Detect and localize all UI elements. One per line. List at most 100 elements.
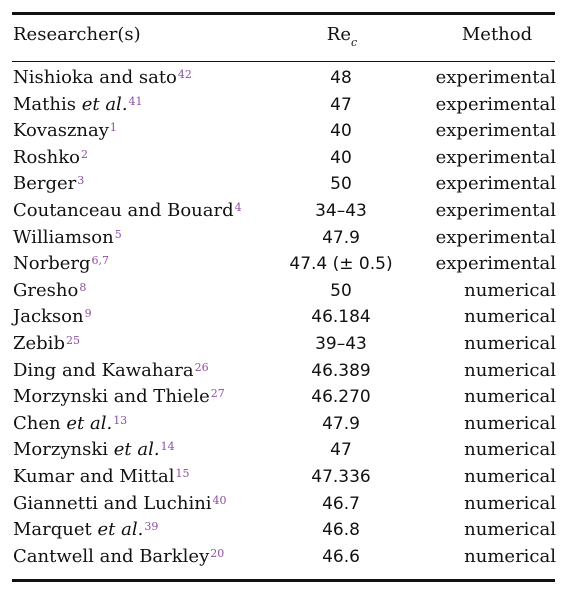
header-method: Method <box>461 24 533 45</box>
table-row: Chen et al.13 47.9 numerical <box>0 411 580 438</box>
table-row: Norberg6,7 47.4 (± 0.5) experimental <box>0 251 580 278</box>
researcher-name: Morzynski and Thiele <box>13 386 210 408</box>
reference-link[interactable]: 42 <box>177 68 192 81</box>
table-row: Kovasznay1 40 experimental <box>0 118 580 145</box>
researcher-cell: Berger3 <box>13 171 84 197</box>
reference-link[interactable]: 39 <box>144 520 159 534</box>
reference-link[interactable]: 5 <box>114 227 122 241</box>
reference-link[interactable]: 15 <box>175 466 190 480</box>
researcher-cell: Kovasznay1 <box>13 118 117 144</box>
method-value: numerical <box>464 386 556 408</box>
table-row: Roshko2 40 experimental <box>0 145 580 172</box>
method-value: numerical <box>464 545 556 567</box>
method-value: experimental <box>435 253 556 275</box>
bottom-rule <box>12 579 555 582</box>
reynolds-value: 34–43 <box>315 200 367 221</box>
table-row: Zebib25 39–43 numerical <box>0 331 580 358</box>
reynolds-value: 48 <box>330 68 352 88</box>
et-al-text: et al. <box>81 93 128 115</box>
researcher-name: Berger <box>13 173 77 195</box>
researcher-cell: Jackson9 <box>13 304 92 330</box>
reference-link[interactable]: 4 <box>234 200 242 214</box>
table-row: Morzynski et al.14 47 numerical <box>0 437 580 464</box>
table-row: Mathis et al.41 47 experimental <box>0 92 580 119</box>
researcher-name: Norberg <box>13 253 91 275</box>
researcher-name: Coutanceau and Bouard <box>13 199 234 221</box>
reference-link[interactable]: 20 <box>210 546 225 560</box>
header-researchers: Researcher(s) <box>13 24 141 45</box>
researcher-name: Ding and Kawahara <box>13 359 194 381</box>
table-row: Morzynski and Thiele27 46.270 numerical <box>0 384 580 411</box>
reference-link[interactable]: 40 <box>212 493 227 507</box>
method-value: experimental <box>435 226 556 248</box>
reference-link[interactable]: 6,7 <box>91 254 110 268</box>
reference-link[interactable]: 9 <box>84 307 92 321</box>
reynolds-value: 46.8 <box>322 520 360 541</box>
reference-link[interactable]: 26 <box>194 360 209 374</box>
reynolds-value: 47.9 <box>322 413 360 434</box>
researcher-name: Williamson <box>13 226 114 248</box>
method-value: experimental <box>435 93 556 115</box>
method-value: numerical <box>464 412 556 434</box>
reynolds-value: 46.6 <box>322 546 360 567</box>
reynolds-value: 46.389 <box>311 360 371 381</box>
header-re-main: Re <box>326 24 352 45</box>
reynolds-value: 46.184 <box>311 307 371 328</box>
header-rule <box>12 61 555 63</box>
reference-link[interactable]: 25 <box>65 333 80 347</box>
table-row: Coutanceau and Bouard4 34–43 experimental <box>0 198 580 225</box>
method-value: experimental <box>435 120 556 142</box>
reference-link[interactable]: 14 <box>160 440 175 454</box>
reynolds-value: 47.336 <box>311 466 371 487</box>
researcher-name: Roshko <box>13 146 80 168</box>
header-re-subscript: c <box>351 35 358 49</box>
researcher-cell: Mathis et al.41 <box>13 92 143 118</box>
method-value: experimental <box>435 67 556 88</box>
researcher-cell: Nishioka and sato42 <box>13 65 192 91</box>
method-value: numerical <box>464 359 556 381</box>
top-rule <box>12 12 555 15</box>
header-reynolds-critical: Rec <box>320 23 364 54</box>
reference-link[interactable]: 41 <box>128 94 143 108</box>
table-row: Williamson5 47.9 experimental <box>0 225 580 252</box>
table-body: Nishioka and sato42 48 experimental Mathis … <box>0 65 580 570</box>
method-value: numerical <box>464 492 556 514</box>
table-row: Giannetti and Luchini40 46.7 numerical <box>0 491 580 518</box>
method-value: numerical <box>464 519 556 541</box>
researcher-name: Kovasznay <box>13 120 109 142</box>
researcher-name: Giannetti and Luchini <box>13 492 212 514</box>
reference-link[interactable]: 13 <box>113 413 128 427</box>
researcher-cell: Coutanceau and Bouard4 <box>13 198 242 224</box>
reynolds-value: 46.7 <box>322 493 360 514</box>
researcher-cell: Roshko2 <box>13 145 88 171</box>
table-row: Berger3 50 experimental <box>0 171 580 198</box>
reynolds-value: 50 <box>330 174 352 195</box>
researcher-cell: Norberg6,7 <box>13 251 109 277</box>
reference-link[interactable]: 1 <box>109 121 117 135</box>
researcher-cell: Zebib25 <box>13 331 80 357</box>
table-row: Nishioka and sato42 48 experimental <box>0 65 580 92</box>
method-value: numerical <box>464 332 556 354</box>
researcher-cell: Williamson5 <box>13 225 122 251</box>
reference-link[interactable]: 3 <box>77 174 85 188</box>
reynolds-value: 47.4 (± 0.5) <box>289 254 393 275</box>
researcher-name: Cantwell and Barkley <box>13 545 210 567</box>
reference-link[interactable]: 2 <box>80 147 88 161</box>
reynolds-value: 40 <box>330 147 352 168</box>
reference-link[interactable]: 8 <box>79 280 87 294</box>
researcher-cell: Marquet et al.39 <box>13 517 158 543</box>
researcher-cell: Kumar and Mittal15 <box>13 464 189 490</box>
reynolds-value: 50 <box>330 280 352 301</box>
researcher-cell: Morzynski et al.14 <box>13 437 175 463</box>
researcher-name: Chen <box>13 412 61 434</box>
researcher-cell: Gresho8 <box>13 278 86 304</box>
researcher-cell: Morzynski and Thiele27 <box>13 384 225 410</box>
researcher-name: Jackson <box>13 306 84 328</box>
reference-link[interactable]: 27 <box>210 387 225 401</box>
researcher-name: Mathis <box>13 93 76 115</box>
method-value: experimental <box>435 199 556 221</box>
table-row: Jackson9 46.184 numerical <box>0 304 580 331</box>
table-row: Cantwell and Barkley20 46.6 numerical <box>0 544 580 571</box>
reynolds-value: 47 <box>330 440 352 461</box>
researcher-name: Kumar and Mittal <box>13 465 175 487</box>
